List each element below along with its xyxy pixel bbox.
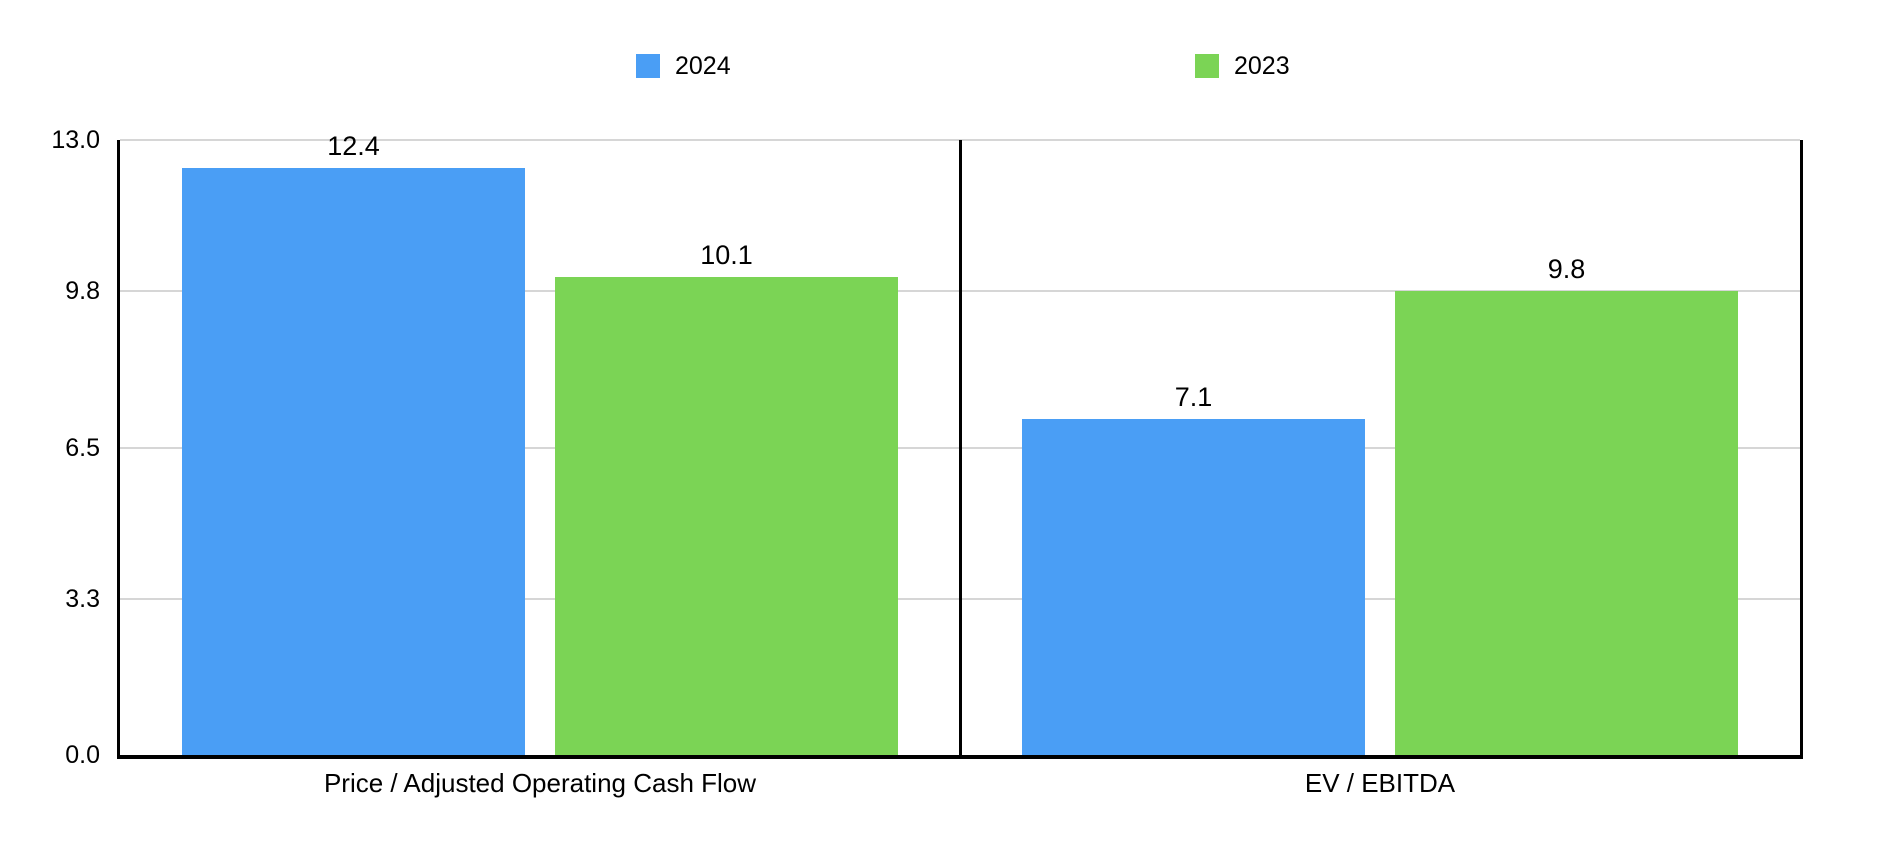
- legend-item-2024: 2024: [636, 52, 731, 80]
- legend-swatch-blue-icon: [636, 54, 660, 78]
- panel-divider: [958, 140, 962, 755]
- legend-label-2024: 2024: [675, 52, 731, 80]
- y-axis-line: [117, 140, 120, 758]
- plot-right-border: [1800, 140, 1803, 758]
- category-label: EV / EBITDA: [1304, 768, 1456, 798]
- legend-label-2023: 2023: [1234, 52, 1290, 80]
- y-tick-label: 3.3: [65, 584, 100, 613]
- y-tick-label: 9.8: [65, 277, 100, 306]
- bar-2023-1: [555, 277, 898, 755]
- bar-2024-2: [1022, 419, 1365, 755]
- legend-item-2023: 2023: [1195, 52, 1290, 80]
- y-tick-label: 0.0: [65, 741, 100, 769]
- bar-2024-1: [182, 168, 525, 755]
- category-label: Price / Adjusted Operating Cash Flow: [323, 768, 757, 798]
- bar-value-label: 10.1: [700, 240, 753, 271]
- y-tick-label: 13.0: [51, 126, 100, 154]
- bar-value-label: 12.4: [327, 131, 380, 162]
- y-tick-label: 6.5: [65, 433, 100, 462]
- x-axis-line: [117, 755, 1803, 759]
- legend-swatch-green-icon: [1195, 54, 1219, 78]
- bar-value-label: 7.1: [1174, 382, 1213, 413]
- bar-2023-2: [1395, 291, 1738, 755]
- bar-value-label: 9.8: [1547, 254, 1586, 285]
